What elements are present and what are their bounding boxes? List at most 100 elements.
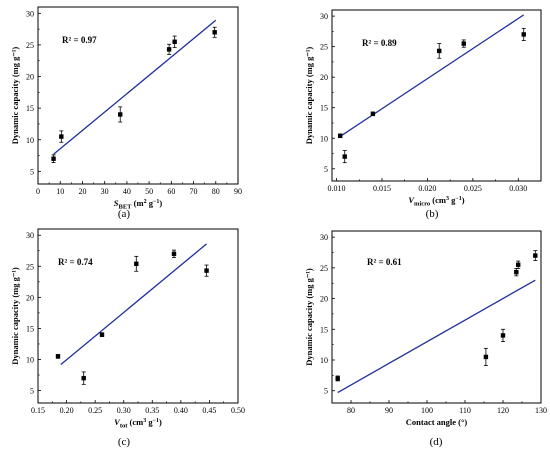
x-tick-label: 0.30 bbox=[117, 406, 131, 415]
data-point bbox=[166, 47, 172, 52]
data-point bbox=[134, 261, 139, 266]
y-tick-label: 25 bbox=[320, 264, 328, 273]
x-tick-label: 90 bbox=[234, 187, 242, 196]
x-axis-label: Vtot (cm3 g−1) bbox=[114, 417, 162, 430]
x-tick-label: 0.20 bbox=[60, 406, 74, 415]
x-axis-unit-sup2: −1 bbox=[153, 199, 159, 205]
y-tick-label: 30 bbox=[26, 9, 34, 18]
x-axis-subscript: tot bbox=[120, 423, 128, 430]
x-tick-label: 0.030 bbox=[509, 184, 527, 193]
data-point bbox=[533, 253, 538, 258]
x-axis-unit-sup: 3 bbox=[143, 418, 146, 424]
data-point bbox=[370, 111, 376, 117]
x-tick-label: 0.020 bbox=[418, 184, 436, 193]
x-axis-unit-mid: g bbox=[449, 195, 456, 205]
y-tick-label: 5 bbox=[30, 167, 34, 176]
x-tick-label: 90 bbox=[385, 406, 393, 415]
fit-line bbox=[60, 243, 207, 365]
x-axis-unit-sup: 2 bbox=[144, 199, 147, 205]
x-tick-label: 60 bbox=[167, 187, 175, 196]
x-tick-label: 0.45 bbox=[202, 406, 216, 415]
data-point bbox=[55, 354, 61, 359]
data-point bbox=[516, 262, 521, 267]
x-axis-subscript: micro bbox=[414, 201, 430, 208]
x-tick-label: 10 bbox=[56, 187, 64, 196]
x-tick-label: 80 bbox=[347, 406, 355, 415]
data-point bbox=[81, 375, 86, 381]
x-tick-label: 110 bbox=[459, 406, 471, 415]
y-axis-label: Dynamic capacity (mg g⁻¹) bbox=[10, 47, 20, 145]
data-point bbox=[483, 354, 489, 360]
chart-panel-1: 0 10 20 30 40 50 60 70 80 90 5 10 15 20 25 30 Dynamic ca… bbox=[10, 6, 242, 220]
plot-frame bbox=[331, 230, 542, 404]
y-tick-label: 15 bbox=[26, 104, 34, 113]
fit-line bbox=[53, 19, 217, 155]
data-point bbox=[461, 41, 466, 46]
y-tick-label: 5 bbox=[324, 165, 328, 174]
x-axis-unit-end: ) bbox=[462, 195, 465, 205]
x-tick-label: 0.40 bbox=[174, 406, 188, 415]
plot-frame bbox=[331, 9, 542, 182]
y-tick-label: 20 bbox=[26, 73, 34, 82]
x-axis-symbol: S bbox=[114, 198, 119, 208]
y-tick-label: 25 bbox=[26, 262, 34, 271]
x-tick-label: 0.35 bbox=[145, 406, 159, 415]
x-tick-label: 0.025 bbox=[464, 184, 482, 193]
x-axis-unit-sup2: −1 bbox=[455, 196, 461, 202]
data-point bbox=[342, 154, 347, 159]
x-tick-label: 30 bbox=[101, 187, 109, 196]
x-tick-label: 0.50 bbox=[231, 406, 245, 415]
panel-label: (c) bbox=[118, 436, 131, 448]
y-tick-label: 20 bbox=[320, 295, 328, 304]
data-point bbox=[59, 134, 64, 139]
y-tick-label: 15 bbox=[320, 104, 328, 113]
r-squared-label: R² = 0.97 bbox=[62, 35, 97, 45]
y-axis-label: Dynamic capacity (mg g⁻¹) bbox=[304, 268, 314, 366]
y-tick-label: 15 bbox=[320, 325, 328, 334]
y-tick-label: 10 bbox=[26, 356, 34, 365]
data-point bbox=[118, 112, 123, 117]
y-tick-label: 10 bbox=[320, 356, 328, 365]
y-tick-label: 25 bbox=[26, 41, 34, 50]
y-tick-label: 30 bbox=[320, 12, 328, 21]
fit-line bbox=[339, 14, 525, 137]
x-tick-label: 0.15 bbox=[31, 406, 45, 415]
x-axis-label: SBET (m2 g−1) bbox=[114, 198, 163, 211]
y-tick-label: 10 bbox=[320, 134, 328, 143]
x-tick-label: 0.015 bbox=[373, 184, 391, 193]
x-axis-unit-mid: g bbox=[146, 417, 153, 427]
data-point bbox=[514, 269, 519, 275]
chart-panel-3: 0.15 0.20 0.25 0.30 0.35 0.40 0.45 0.50 5 10 15 20 2… bbox=[10, 228, 245, 448]
data-point bbox=[172, 39, 177, 44]
chart-panel-2: 0.010 0.015 0.020 0.025 0.030 5 10 15 20 25 30 Dyna… bbox=[304, 9, 542, 220]
data-point bbox=[171, 251, 177, 257]
data-point bbox=[500, 333, 506, 338]
y-tick-label: 10 bbox=[26, 136, 34, 145]
x-axis-label: Vmicro (cm3 g−1) bbox=[408, 195, 464, 208]
y-tick-label: 30 bbox=[320, 233, 328, 242]
x-tick-label: 100 bbox=[421, 406, 433, 415]
x-tick-label: 50 bbox=[145, 187, 153, 196]
y-axis-label: Dynamic capacity (mg g⁻¹) bbox=[10, 267, 20, 365]
x-tick-label: 120 bbox=[497, 406, 509, 415]
y-tick-label: 25 bbox=[320, 43, 328, 52]
x-axis-unit-mid: g bbox=[147, 198, 154, 208]
y-tick-label: 5 bbox=[324, 387, 328, 396]
x-tick-label: 70 bbox=[190, 187, 198, 196]
x-axis-label: Contact angle (°) bbox=[406, 417, 468, 427]
x-axis-unit-end: ) bbox=[159, 417, 162, 427]
r-squared-label: R² = 0.61 bbox=[367, 257, 402, 267]
x-tick-label: 40 bbox=[123, 187, 131, 196]
data-point bbox=[521, 32, 526, 37]
data-point bbox=[212, 30, 217, 35]
x-tick-label: 0.25 bbox=[88, 406, 102, 415]
x-axis-symbol: V bbox=[114, 417, 121, 427]
x-axis-unit-sup: 3 bbox=[446, 196, 449, 202]
x-axis-unit-end: ) bbox=[159, 198, 162, 208]
r-squared-label: R² = 0.89 bbox=[362, 38, 397, 48]
y-axis-label: Dynamic capacity (mg g⁻¹) bbox=[304, 47, 314, 145]
y-tick-label: 20 bbox=[320, 73, 328, 82]
data-point bbox=[337, 133, 343, 139]
x-axis-symbol: V bbox=[408, 195, 415, 205]
x-tick-label: 20 bbox=[78, 187, 86, 196]
